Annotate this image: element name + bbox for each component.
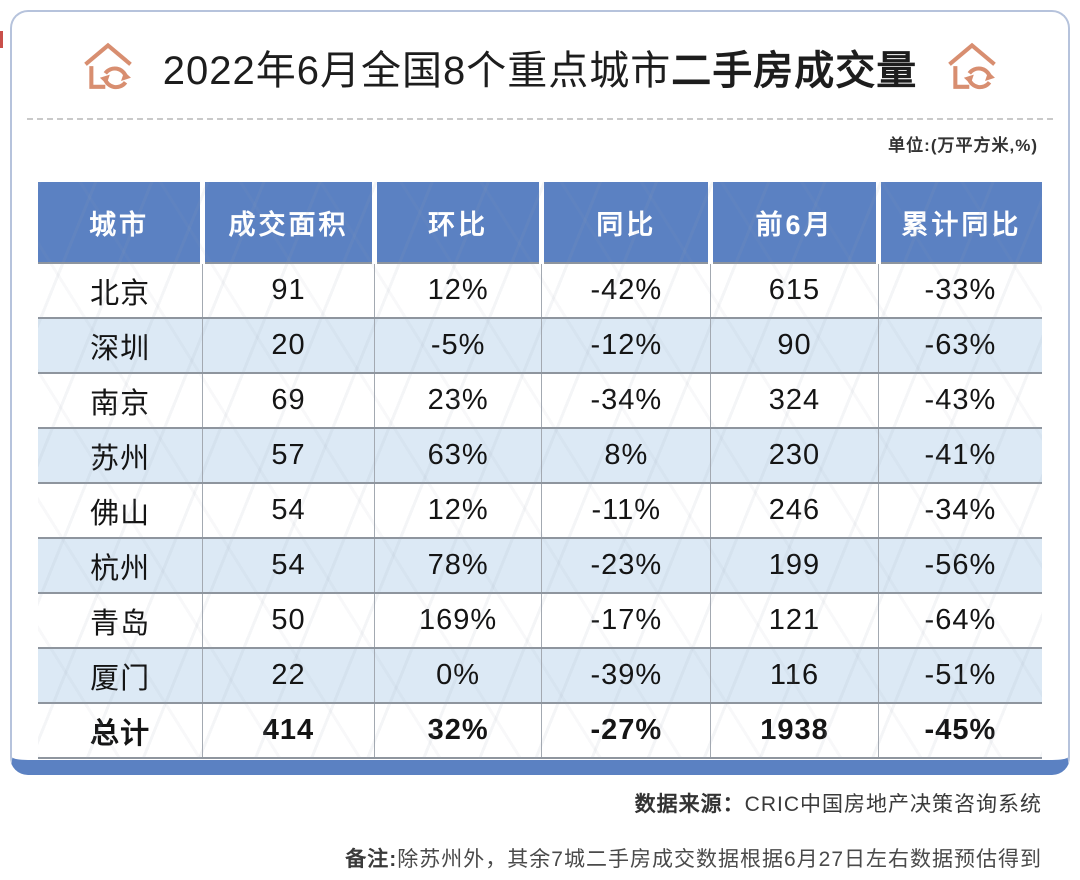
- report-card: 2022年6月全国8个重点城市二手房成交量 单位:(万平方米,%) 城市 成交面积…: [10, 10, 1070, 775]
- value-cell: 20: [202, 317, 375, 373]
- city-cell: 苏州: [38, 427, 203, 483]
- column-header: 同比: [539, 182, 711, 263]
- data-table-wrap: 城市 成交面积 环比 同比 前6月 累计同比 北京 91 12% -42% 615 -33% 深圳 20…: [38, 182, 1042, 759]
- value-cell: 246: [710, 482, 879, 538]
- value-cell: -51%: [877, 647, 1042, 703]
- value-cell: 54: [202, 482, 375, 538]
- value-cell: -33%: [877, 262, 1042, 318]
- value-cell: -12%: [541, 317, 711, 373]
- value-cell: -27%: [541, 702, 711, 759]
- note-value: 除苏州外，其余7城二手房成交数据根据6月27日左右数据预估得到: [397, 848, 1042, 871]
- data-table: 城市 成交面积 环比 同比 前6月 累计同比 北京 91 12% -42% 615 -33% 深圳 20…: [38, 182, 1042, 759]
- value-cell: 90: [710, 317, 879, 373]
- note-line: 备注:除苏州外，其余7城二手房成交数据根据6月27日左右数据预估得到: [345, 843, 1042, 873]
- value-cell: -64%: [877, 592, 1042, 648]
- dashed-divider: [27, 118, 1053, 120]
- value-cell: -5%: [373, 317, 542, 373]
- table-row: 南京 69 23% -34% 324 -43%: [38, 372, 1042, 428]
- value-cell: 169%: [373, 592, 542, 648]
- value-cell: 57: [202, 427, 375, 483]
- city-cell: 南京: [38, 372, 203, 428]
- house-refresh-icon: [83, 42, 132, 90]
- value-cell: -63%: [877, 317, 1042, 373]
- page-title-prefix: 2022年6月全国8个重点城市: [162, 49, 672, 93]
- column-header: 环比: [371, 182, 542, 263]
- value-cell: -17%: [541, 592, 711, 648]
- column-header: 前6月: [708, 182, 879, 263]
- value-cell: -23%: [541, 537, 711, 593]
- value-cell: 230: [710, 427, 879, 483]
- page-title-emphasis: 二手房成交量: [671, 49, 918, 93]
- table-header-row: 城市 成交面积 环比 同比 前6月 累计同比: [38, 182, 1042, 263]
- value-cell: 0%: [373, 647, 542, 703]
- column-header: 城市: [38, 182, 203, 263]
- value-cell: 414: [202, 702, 375, 759]
- city-cell: 深圳: [38, 317, 203, 373]
- value-cell: 116: [710, 647, 879, 703]
- value-cell: 1938: [710, 702, 879, 759]
- value-cell: 91: [202, 262, 375, 318]
- data-source-value: CRIC中国房地产决策咨询系统: [744, 793, 1042, 816]
- value-cell: -39%: [541, 647, 711, 703]
- footer: 数据来源：CRIC中国房地产决策咨询系统 备注:除苏州外，其余7城二手房成交数据…: [345, 788, 1042, 873]
- city-cell: 青岛: [38, 592, 203, 648]
- value-cell: 12%: [373, 482, 542, 538]
- city-cell: 杭州: [38, 537, 203, 593]
- value-cell: -45%: [877, 702, 1042, 759]
- value-cell: 199: [710, 537, 879, 593]
- column-header: 成交面积: [200, 182, 375, 263]
- value-cell: 615: [710, 262, 879, 318]
- value-cell: -11%: [541, 482, 711, 538]
- city-cell: 总计: [38, 702, 203, 759]
- table-row-total: 总计 414 32% -27% 1938 -45%: [38, 702, 1042, 759]
- note-label: 备注:: [345, 848, 398, 871]
- city-cell: 北京: [38, 262, 203, 318]
- table-row: 北京 91 12% -42% 615 -33%: [38, 262, 1042, 318]
- table-row: 杭州 54 78% -23% 199 -56%: [38, 537, 1042, 593]
- value-cell: 50: [202, 592, 375, 648]
- table-body: 北京 91 12% -42% 615 -33% 深圳 20 -5% -12% 90 -63% 南京 69 2…: [38, 262, 1042, 759]
- value-cell: -56%: [877, 537, 1042, 593]
- value-cell: 23%: [373, 372, 542, 428]
- table-row: 佛山 54 12% -11% 246 -34%: [38, 482, 1042, 538]
- unit-label: 单位:(万平方米,%): [888, 136, 1038, 155]
- value-cell: 32%: [373, 702, 542, 759]
- table-row: 青岛 50 169% -17% 121 -64%: [38, 592, 1042, 648]
- value-cell: 22: [202, 647, 375, 703]
- value-cell: -34%: [541, 372, 711, 428]
- value-cell: 78%: [373, 537, 542, 593]
- column-header: 累计同比: [875, 182, 1042, 263]
- value-cell: -43%: [877, 372, 1042, 428]
- data-source-line: 数据来源：CRIC中国房地产决策咨询系统: [345, 788, 1042, 818]
- value-cell: -41%: [877, 427, 1042, 483]
- value-cell: 63%: [373, 427, 542, 483]
- value-cell: -34%: [877, 482, 1042, 538]
- value-cell: 121: [710, 592, 879, 648]
- value-cell: -42%: [541, 262, 711, 318]
- value-cell: 54: [202, 537, 375, 593]
- title-row: 2022年6月全国8个重点城市二手房成交量: [12, 12, 1068, 105]
- table-row: 苏州 57 63% 8% 230 -41%: [38, 427, 1042, 483]
- value-cell: 69: [202, 372, 375, 428]
- page-title: 2022年6月全国8个重点城市二手房成交量: [163, 38, 917, 96]
- city-cell: 佛山: [38, 482, 203, 538]
- table-row: 深圳 20 -5% -12% 90 -63%: [38, 317, 1042, 373]
- value-cell: 8%: [541, 427, 711, 483]
- house-refresh-icon: [948, 42, 997, 90]
- city-cell: 厦门: [38, 647, 203, 703]
- value-cell: 324: [710, 372, 879, 428]
- table-row: 厦门 22 0% -39% 116 -51%: [38, 647, 1042, 703]
- left-edge-red-mark: [0, 31, 3, 48]
- value-cell: 12%: [373, 262, 542, 318]
- data-source-label: 数据来源：: [634, 793, 745, 816]
